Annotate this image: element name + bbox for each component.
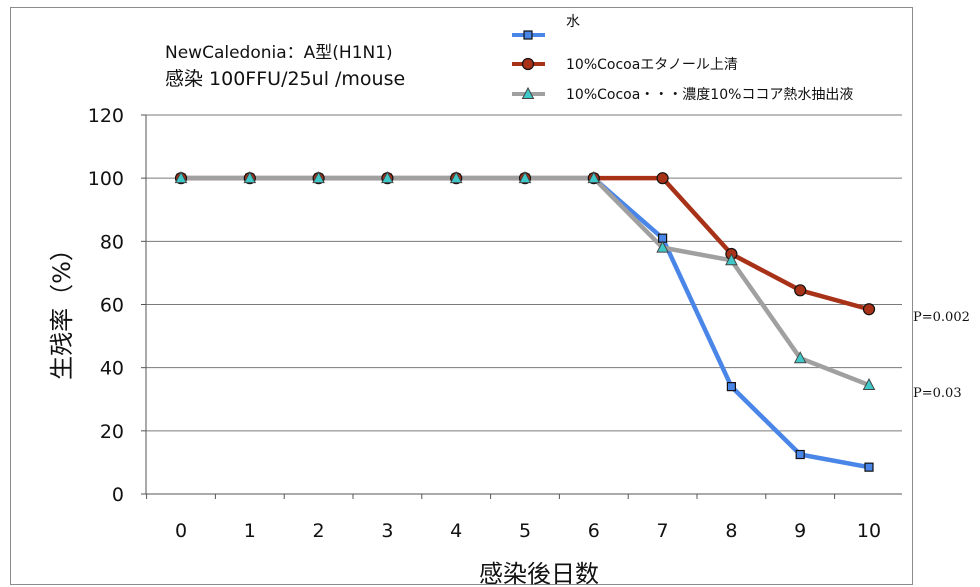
x-tick-label: 9 [794,520,806,542]
y-tick-label: 0 [112,484,124,506]
y-tick-label: 40 [100,358,124,380]
data-point [726,382,737,392]
x-tick-label: 1 [244,520,256,542]
data-point [449,171,463,184]
data-point [518,171,532,184]
data-point [587,171,601,184]
data-point [794,284,807,297]
y-axis-title: 生残率（%） [48,237,76,380]
data-point [862,303,876,316]
x-tick-label: 8 [725,520,737,542]
x-tick-label: 2 [313,520,325,542]
chart-frame [10,7,913,585]
data-point [381,171,394,184]
p-value-label: P=0.03 [913,386,962,401]
series-line [181,175,870,388]
legend-entry: 10%Cocoa・・・濃度10%ココア熱水抽出液 [512,86,853,103]
series-markers-0 [176,173,874,472]
series-line [181,175,870,470]
x-tick-label: 0 [175,520,187,542]
y-tick-label: 100 [88,168,124,190]
legend-label: 10%Cocoaエタノール上清 [566,57,738,73]
y-tick-label: 80 [100,231,124,253]
data-point [243,171,257,184]
legend-entry: 10%Cocoaエタノール上清 [512,57,738,73]
strain-text: NewCaledonia：A型(H1N1) [165,43,393,63]
y-tick-label: 60 [100,295,124,317]
infection-strain-annotation: NewCaledonia：A型(H1N1) [165,38,393,63]
x-tick-label: 7 [657,520,669,542]
series-line [181,175,870,312]
series-1 [181,175,870,312]
data-point [862,377,876,391]
x-tick-label: 3 [381,520,393,542]
data-point [864,462,874,472]
data-point [725,253,738,266]
infection-dose-annotation: 感染 100FFU/25ul /mouse [165,68,406,90]
x-tick-label: 10 [857,520,881,542]
data-point [312,171,325,184]
data-point [795,449,805,460]
x-axis-title: 感染後日数 [479,560,599,587]
x-tick-label: 6 [588,520,600,542]
series-2 [181,175,870,388]
legend-label: 水 [566,14,580,30]
y-tick-label: 20 [100,421,124,443]
legend-marker [521,57,535,71]
p-value-label: P=0.002 [913,310,970,325]
data-point [174,171,188,184]
legend-label: 10%Cocoa・・・濃度10%ココア熱水抽出液 [566,87,853,103]
y-tick-label: 120 [88,105,124,127]
series-0 [181,175,870,470]
x-tick-label: 5 [519,520,531,542]
series-markers-2 [174,171,876,391]
data-point [793,351,807,364]
legend-marker [523,30,533,40]
data-point [656,172,669,185]
x-tick-label: 4 [450,520,462,542]
legend-entry: 水 [512,14,580,40]
data-point [656,240,669,253]
series-markers-1 [174,172,876,316]
legend-marker [521,86,535,99]
